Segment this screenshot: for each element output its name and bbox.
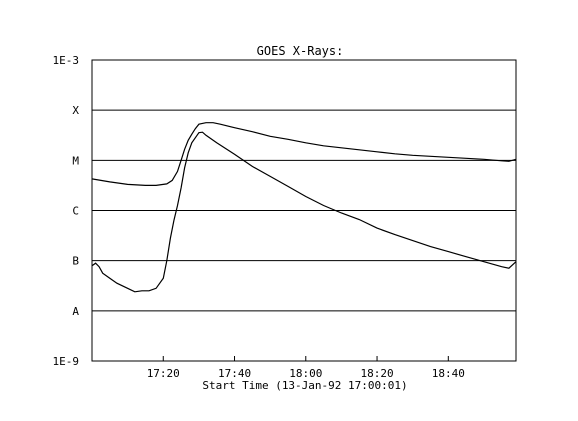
series-line xyxy=(91,131,517,293)
y-tick-label: 1E-9 xyxy=(53,355,80,368)
y-tick-label: B xyxy=(72,255,79,268)
y-tick-label: 1E-3 xyxy=(53,54,80,67)
series-lines xyxy=(91,122,517,293)
x-axis-label: Start Time (13-Jan-92 17:00:01) xyxy=(202,379,407,392)
x-tick-label: 18:00 xyxy=(289,367,322,380)
horizontal-grid xyxy=(92,109,516,312)
y-tick-label: A xyxy=(72,305,79,318)
y-tick-labels: 1E-3 X M C B A 1E-9 xyxy=(53,54,80,368)
x-tick-label: 17:20 xyxy=(147,367,180,380)
x-tick-label: 18:20 xyxy=(360,367,393,380)
x-tick-label: 18:40 xyxy=(432,367,465,380)
series-line xyxy=(91,122,517,186)
x-tick-label: 17:40 xyxy=(218,367,251,380)
chart-title: GOES X-Rays: xyxy=(257,44,344,58)
x-tick-labels: 17:20 17:40 18:00 18:20 18:40 xyxy=(147,356,465,380)
y-tick-label: M xyxy=(72,154,79,167)
y-tick-label: C xyxy=(72,205,79,218)
plot-frame xyxy=(91,59,517,362)
y-tick-label: X xyxy=(72,104,79,117)
